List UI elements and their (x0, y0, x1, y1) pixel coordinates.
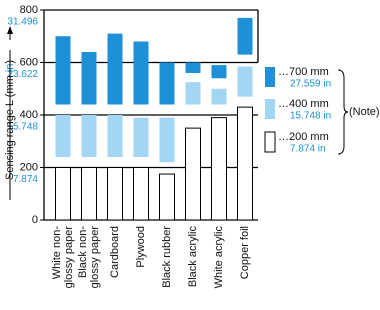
y-tick-label-in: 31.496 (7, 17, 38, 28)
legend-label: …700 mm (278, 66, 329, 78)
bar (185, 127, 201, 221)
legend-label: …400 mm (278, 98, 329, 110)
bar (81, 52, 97, 105)
bar (81, 115, 97, 157)
legend-swatch (264, 131, 276, 153)
bar (55, 36, 71, 105)
bar (159, 62, 175, 105)
bar (211, 117, 227, 221)
bar (133, 41, 149, 105)
bar (159, 173, 175, 221)
y-tick-label: 400 (20, 109, 38, 121)
x-tick-label: White non- (51, 226, 63, 280)
x-tick-label: Black acrylic (187, 226, 199, 288)
y-tick-label-in: 23.622 (7, 69, 38, 80)
bar (159, 117, 175, 163)
legend-label-in: 27.559 in (290, 79, 331, 90)
y-tick-label-in: 15.748 (7, 122, 38, 133)
bar (107, 115, 123, 157)
x-tick-label: glossy paper (63, 226, 75, 289)
x-tick-label: Black non- (77, 226, 89, 278)
x-tick-label: glossy paper (89, 226, 101, 289)
bar (133, 117, 149, 157)
legend-label-in: 7.874 in (290, 144, 326, 155)
bar (185, 62, 201, 73)
bar (55, 115, 71, 157)
y-tick-label-in: 7.874 (13, 174, 38, 185)
arrow-head (7, 26, 13, 34)
bar (237, 17, 253, 55)
bar (107, 33, 123, 105)
y-tick-label: 200 (20, 161, 38, 173)
bar (211, 65, 227, 79)
bar (211, 88, 227, 105)
legend-swatch (265, 67, 275, 87)
bar (237, 66, 253, 97)
bar (237, 106, 253, 221)
bar (133, 167, 149, 221)
x-tick-label: Black rubber (161, 226, 173, 288)
note-brace (337, 69, 349, 155)
x-tick-label: White acrylic (213, 226, 225, 289)
x-tick-label: Plywood (135, 226, 147, 268)
note: (Note) (349, 106, 380, 118)
bar (55, 167, 71, 221)
y-tick-label: 800 (20, 4, 38, 16)
bar (81, 167, 97, 221)
y-tick-label: 0 (32, 214, 38, 226)
bar (185, 82, 201, 105)
x-tick-label: Cardboard (109, 226, 121, 278)
y-tick-label: 600 (20, 56, 38, 68)
x-tick-label: Copper foil (239, 226, 251, 279)
legend-label-in: 15.748 in (290, 111, 331, 122)
legend-swatch (265, 99, 275, 119)
bar (107, 167, 123, 221)
legend-label: …200 mm (278, 131, 329, 143)
